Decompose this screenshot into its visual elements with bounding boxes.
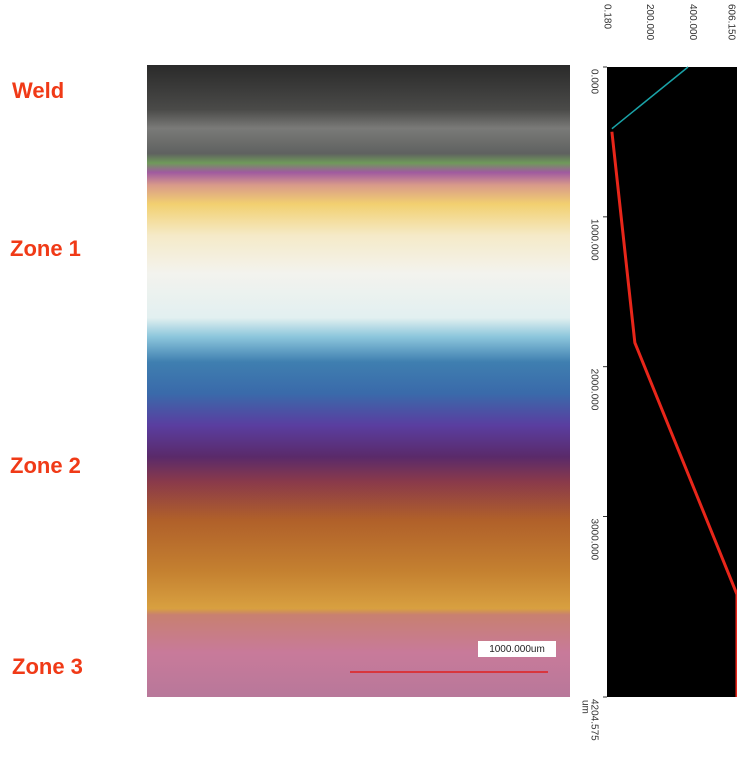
value-tick-label: 200.000: [644, 4, 655, 41]
depth-tick-label: 0.000: [588, 69, 599, 94]
zone-label: Zone 3: [12, 654, 83, 679]
scale-bar-label: 1000.000um: [489, 644, 545, 655]
micrograph: [147, 65, 570, 697]
page: Weld Zone 1 Zone 2 Zone 3 1000.000um 0.0…: [0, 0, 737, 756]
depth-unit: um: [579, 700, 590, 714]
depth-tick-label: 2000.000: [588, 369, 599, 411]
plot-area: [607, 67, 737, 697]
zone-label: Weld: [12, 78, 64, 103]
value-tick-label: 606.150: [725, 4, 736, 41]
value-tick-label: 0.180: [601, 4, 612, 29]
value-tick-label: 400.000: [687, 4, 698, 41]
zone-label: Zone 2: [10, 453, 81, 478]
figure: Weld Zone 1 Zone 2 Zone 3 1000.000um 0.0…: [0, 0, 737, 756]
depth-tick-label: 3000.000: [588, 519, 599, 561]
depth-tick-label: 1000.000: [588, 219, 599, 261]
zone-label: Zone 1: [10, 236, 81, 261]
